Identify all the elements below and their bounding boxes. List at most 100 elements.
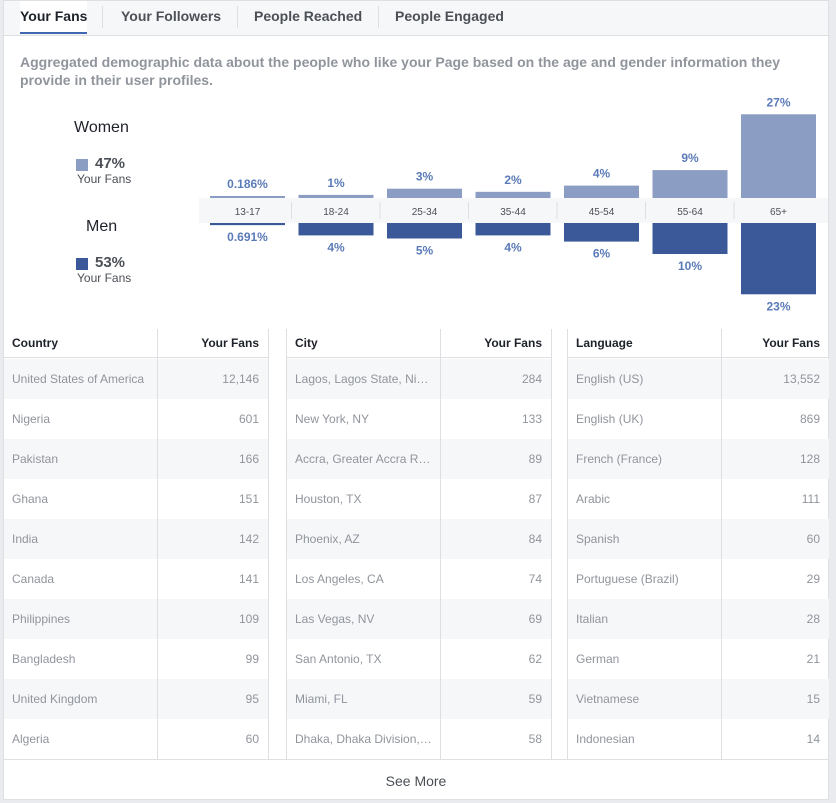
row-fan-count: 60	[806, 532, 820, 546]
column-header-country[interactable]: Country	[4, 329, 268, 358]
row-name: Vietnamese	[576, 692, 640, 706]
table-row: New York, NY 133	[287, 399, 551, 439]
column-header-language[interactable]: Language	[568, 329, 829, 358]
table-row: Lagos, Lagos State, Ni… 284	[287, 359, 551, 399]
row-fan-count: 21	[806, 652, 820, 666]
column-divider	[721, 329, 722, 759]
table-row: French (France) 128	[568, 439, 829, 479]
row-fan-count: 141	[238, 572, 259, 586]
table-row: Indonesian 14	[568, 719, 829, 759]
row-fan-count: 89	[528, 452, 542, 466]
column-divider	[157, 329, 158, 759]
row-fan-count: 869	[799, 412, 820, 426]
men-bar-18-24	[298, 223, 374, 236]
row-fan-count: 142	[238, 532, 259, 546]
women-value-label: 4%	[593, 167, 611, 181]
row-name: San Antonio, TX	[295, 652, 382, 666]
table-row: Algeria 60	[4, 719, 268, 759]
row-name: Las Vegas, NV	[295, 612, 375, 626]
row-fan-count: 58	[528, 732, 542, 746]
row-name: Italian	[576, 612, 609, 626]
table-row: Accra, Greater Accra R… 89	[287, 439, 551, 479]
table-row: Ghana 151	[4, 479, 268, 519]
row-fan-count: 87	[528, 492, 542, 506]
men-bar-13-17	[210, 223, 285, 226]
row-fan-count: 62	[528, 652, 542, 666]
row-name: Portuguese (Brazil)	[576, 572, 679, 586]
row-fan-count: 59	[528, 692, 542, 706]
women-value-label: 9%	[681, 151, 699, 165]
women-swatch	[76, 159, 88, 171]
table-row: Dhaka, Dhaka Division,… 58	[287, 719, 551, 759]
women-value-label: 3%	[416, 170, 434, 184]
row-fan-count: 60	[245, 732, 259, 746]
see-more-button[interactable]: See More	[4, 759, 828, 800]
tab-your-followers[interactable]: Your Followers	[121, 8, 222, 24]
age-tick-label: 18-24	[323, 207, 349, 218]
men-bar-55-64	[652, 223, 728, 254]
table-row: English (US) 13,552	[568, 359, 829, 399]
row-name: Los Angeles, CA	[295, 572, 384, 586]
column-header-your-fans[interactable]: Your Fans	[484, 336, 542, 350]
age-tick-label: 13-17	[235, 207, 261, 218]
table-row: Spanish 60	[568, 519, 829, 559]
men-bar-65+	[741, 223, 816, 295]
row-name: Indonesian	[576, 732, 635, 746]
row-name: Houston, TX	[295, 492, 362, 506]
description-text: Aggregated demographic data about the pe…	[20, 54, 780, 88]
age-tick-label: 55-64	[677, 207, 703, 218]
table-row: Italian 28	[568, 599, 829, 639]
table-row: Philippines 109	[4, 599, 268, 639]
row-name: Miami, FL	[295, 692, 348, 706]
men-value-label: 5%	[416, 244, 434, 258]
row-fan-count: 133	[521, 412, 542, 426]
row-name: Bangladesh	[12, 652, 76, 666]
row-name: Nigeria	[12, 412, 51, 426]
row-fan-count: 128	[799, 452, 820, 466]
age-tick-label: 25-34	[412, 207, 438, 218]
table-row: Bangladesh 99	[4, 639, 268, 679]
age-axis-band	[199, 198, 828, 223]
row-name: Phoenix, AZ	[295, 532, 360, 546]
row-name: English (US)	[576, 372, 644, 386]
men-sub-label: Your Fans	[77, 271, 132, 285]
table-row: Nigeria 601	[4, 399, 268, 439]
table-row: Miami, FL 59	[287, 679, 551, 719]
men-value-label: 4%	[504, 240, 522, 254]
row-name: Arabic	[576, 492, 611, 506]
men-bar-35-44	[475, 223, 551, 236]
row-fan-count: 95	[245, 692, 259, 706]
table-row: Arabic 111	[568, 479, 829, 519]
row-name: Dhaka, Dhaka Division,…	[295, 732, 432, 746]
row-fan-count: 13,552	[783, 372, 820, 386]
column-header-your-fans[interactable]: Your Fans	[762, 336, 820, 350]
tab-your-fans[interactable]: Your Fans	[20, 1, 88, 34]
men-value-label: 23%	[766, 299, 790, 313]
men-percentage: 53%	[95, 254, 126, 271]
column-divider	[440, 329, 441, 759]
table-row: German 21	[568, 639, 829, 679]
women-bar-13-17	[210, 196, 285, 198]
row-fan-count: 166	[238, 452, 259, 466]
fan-table-language: Language Your Fans English (US) 13,552 Engli…	[567, 329, 829, 759]
row-name: United Kingdom	[12, 692, 98, 706]
table-row: Los Angeles, CA 74	[287, 559, 551, 599]
table-row: Portuguese (Brazil) 29	[568, 559, 829, 599]
women-bar-25-34	[387, 188, 462, 198]
column-header-city[interactable]: City	[287, 329, 551, 358]
women-sub-label: Your Fans	[77, 172, 132, 186]
women-label: Women	[74, 119, 129, 136]
women-value-label: 2%	[504, 173, 522, 187]
table-row: San Antonio, TX 62	[287, 639, 551, 679]
table-row: United Kingdom 95	[4, 679, 268, 719]
row-name: Philippines	[12, 612, 71, 626]
row-fan-count: 14	[806, 732, 820, 746]
table-row: English (UK) 869	[568, 399, 829, 439]
table-row: Pakistan 166	[4, 439, 268, 479]
tab-people-reached[interactable]: People Reached	[254, 8, 363, 24]
table-row: Las Vegas, NV 69	[287, 599, 551, 639]
column-header-your-fans[interactable]: Your Fans	[201, 336, 259, 350]
fan-table-country: Country Your Fans United States of America…	[4, 329, 269, 759]
tab-people-engaged[interactable]: People Engaged	[395, 8, 504, 24]
row-fan-count: 151	[238, 492, 259, 506]
